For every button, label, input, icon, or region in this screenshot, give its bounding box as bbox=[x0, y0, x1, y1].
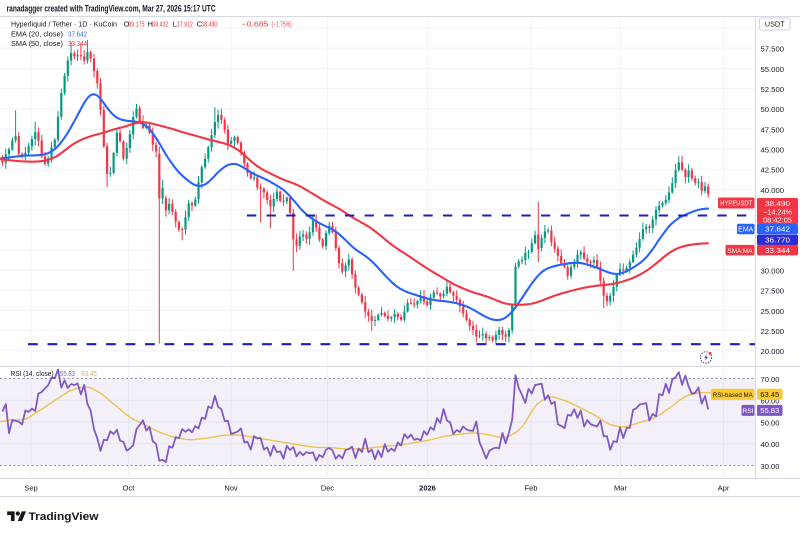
svg-text:ranadagger created with Tradin: ranadagger created with TradingView.com,… bbox=[7, 3, 216, 13]
svg-text:Apr: Apr bbox=[718, 484, 730, 493]
svg-text:47.500: 47.500 bbox=[761, 125, 785, 134]
svg-text:30.000: 30.000 bbox=[761, 267, 785, 276]
svg-text:L: L bbox=[173, 20, 177, 29]
svg-text:33.344: 33.344 bbox=[68, 39, 87, 48]
svg-text:50.00: 50.00 bbox=[761, 418, 780, 427]
svg-text:55.83: 55.83 bbox=[60, 369, 75, 378]
svg-text:SMA:MA: SMA:MA bbox=[728, 248, 753, 255]
svg-text:40.000: 40.000 bbox=[761, 186, 785, 195]
svg-text:RSI: RSI bbox=[742, 408, 753, 415]
svg-text:EMA: EMA bbox=[738, 227, 754, 234]
svg-text:60.00: 60.00 bbox=[761, 397, 780, 406]
svg-text:2026: 2026 bbox=[419, 484, 436, 493]
svg-text:22.500: 22.500 bbox=[761, 327, 785, 336]
svg-text:57.500: 57.500 bbox=[761, 45, 785, 54]
svg-text:EMA (20, close): EMA (20, close) bbox=[11, 29, 63, 38]
svg-text:Hyperliquid / Tether · 1D · Ku: Hyperliquid / Tether · 1D · KuCoin bbox=[11, 20, 117, 29]
svg-text:33.344: 33.344 bbox=[765, 246, 790, 255]
svg-text:25.000: 25.000 bbox=[761, 307, 785, 316]
svg-text:30.00: 30.00 bbox=[761, 462, 780, 471]
svg-text:Dec: Dec bbox=[321, 484, 335, 493]
svg-text:37.642: 37.642 bbox=[68, 29, 87, 38]
svg-text:50.000: 50.000 bbox=[761, 105, 785, 114]
svg-text:−14.24%: −14.24% bbox=[763, 207, 793, 216]
svg-text:Sep: Sep bbox=[24, 484, 37, 493]
svg-text:39.175: 39.175 bbox=[128, 20, 144, 29]
svg-text:HYPEUSDT: HYPEUSDT bbox=[720, 201, 753, 208]
svg-text:O: O bbox=[124, 20, 130, 29]
svg-text:63.45: 63.45 bbox=[760, 390, 779, 399]
svg-text:45.000: 45.000 bbox=[761, 146, 785, 155]
svg-text:Mar: Mar bbox=[614, 484, 627, 493]
svg-text:63.45: 63.45 bbox=[81, 369, 97, 378]
svg-text:TradingView: TradingView bbox=[29, 511, 99, 523]
svg-text:Oct: Oct bbox=[123, 484, 136, 493]
svg-text:H: H bbox=[148, 20, 153, 29]
svg-text:37.642: 37.642 bbox=[765, 225, 790, 234]
svg-text:−0.685: −0.685 bbox=[242, 20, 269, 29]
svg-text:SMA (50, close): SMA (50, close) bbox=[11, 39, 63, 48]
svg-text:39.432: 39.432 bbox=[152, 20, 168, 29]
svg-text:52.500: 52.500 bbox=[761, 85, 785, 94]
svg-text:55.83: 55.83 bbox=[760, 406, 779, 415]
svg-text:36.770: 36.770 bbox=[765, 235, 790, 244]
svg-text:20.000: 20.000 bbox=[761, 347, 785, 356]
svg-text:08:42:05: 08:42:05 bbox=[763, 216, 792, 225]
svg-text:42.500: 42.500 bbox=[761, 166, 785, 175]
svg-text:USDT: USDT bbox=[765, 20, 785, 29]
svg-text:Nov: Nov bbox=[224, 484, 238, 493]
svg-text:RSI (14, close): RSI (14, close) bbox=[11, 369, 54, 378]
svg-text:27.500: 27.500 bbox=[761, 287, 785, 296]
svg-text:40.00: 40.00 bbox=[761, 440, 780, 449]
svg-text:C: C bbox=[197, 20, 203, 29]
svg-text:RSI-based MA: RSI-based MA bbox=[713, 392, 753, 399]
svg-text:Feb: Feb bbox=[525, 484, 538, 493]
svg-text:55.000: 55.000 bbox=[761, 65, 785, 74]
svg-text:38.490: 38.490 bbox=[201, 20, 217, 29]
svg-text:(−1.75%): (−1.75%) bbox=[272, 20, 293, 29]
svg-text:38.490: 38.490 bbox=[765, 199, 790, 208]
svg-text:37.912: 37.912 bbox=[177, 20, 193, 29]
svg-text:70.00: 70.00 bbox=[761, 375, 780, 384]
